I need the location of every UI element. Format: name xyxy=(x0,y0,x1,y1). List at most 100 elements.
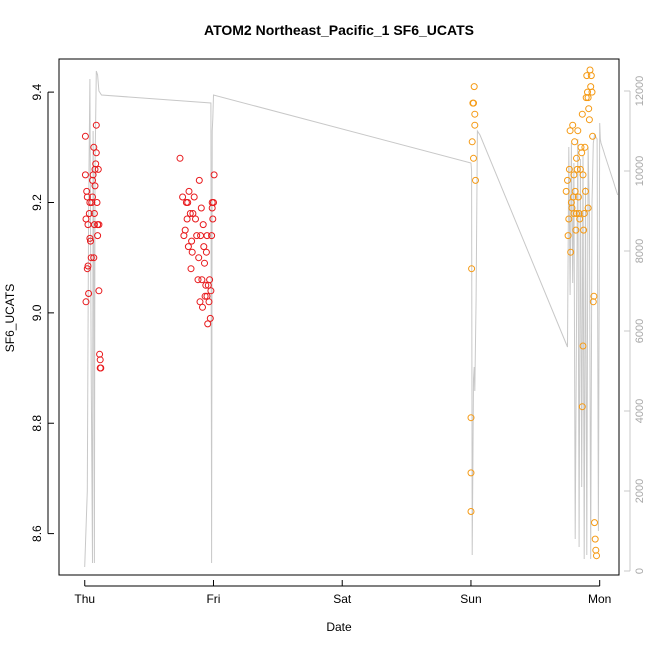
data-point-s0-49 xyxy=(188,237,196,245)
data-point-s1-28 xyxy=(573,165,581,173)
data-point-s1-63 xyxy=(584,204,592,212)
data-point-s0-24 xyxy=(91,182,99,190)
x-tick-label-3: Sun xyxy=(460,592,481,606)
data-point-s0-19 xyxy=(90,143,98,151)
data-point-s0-9 xyxy=(85,290,93,297)
data-point-s1-8 xyxy=(471,110,479,118)
data-point-s1-51 xyxy=(588,88,596,96)
x-tick-label-0: Thu xyxy=(74,592,95,606)
data-point-s0-14 xyxy=(87,254,95,262)
data-point-s0-4 xyxy=(83,193,91,201)
data-point-s1-43 xyxy=(583,72,591,80)
data-point-s1-9 xyxy=(471,121,479,129)
y2-tick-label-2: 4000 xyxy=(634,399,646,423)
x-tick-label-2: Sat xyxy=(333,592,352,606)
data-point-s0-7 xyxy=(84,262,92,270)
data-point-s0-22 xyxy=(90,210,98,217)
data-point-s1-54 xyxy=(590,292,598,300)
data-point-s1-50 xyxy=(587,72,595,80)
data-point-s0-51 xyxy=(189,210,197,217)
data-point-s1-1 xyxy=(467,469,475,477)
data-point-s0-54 xyxy=(193,232,201,240)
y2-tick-label-6: 12000 xyxy=(634,76,646,107)
data-point-s0-63 xyxy=(199,221,207,229)
data-point-s0-6 xyxy=(83,265,91,273)
data-point-s0-59 xyxy=(197,232,205,240)
data-point-s0-74 xyxy=(206,314,214,322)
data-point-s0-13 xyxy=(87,237,94,245)
data-point-s0-8 xyxy=(82,298,90,306)
data-point-s0-67 xyxy=(202,281,210,289)
data-point-s1-58 xyxy=(593,552,600,560)
data-point-s1-33 xyxy=(576,165,584,173)
data-point-s1-46 xyxy=(585,105,593,113)
data-point-s1-13 xyxy=(564,176,571,184)
data-point-s0-48 xyxy=(187,265,195,273)
data-point-s1-45 xyxy=(584,94,592,102)
data-point-s0-43 xyxy=(183,215,191,223)
data-point-s0-78 xyxy=(209,215,217,223)
data-point-s0-0 xyxy=(81,132,89,140)
y-tick-label-1: 8.8 xyxy=(30,415,44,432)
data-point-s0-32 xyxy=(95,221,103,229)
y2-tick-label-4: 8000 xyxy=(634,239,646,263)
data-point-s0-35 xyxy=(96,356,104,364)
data-point-s0-39 xyxy=(179,193,187,201)
data-point-s1-25 xyxy=(571,187,579,195)
data-point-s0-50 xyxy=(188,248,196,256)
data-point-s1-61 xyxy=(578,403,586,411)
data-point-s1-41 xyxy=(582,187,589,195)
plot-area: Thu Fri Sat Sun Mon 8.6 8.8 9.0 9.2 9.4 0 2000 4000 6… xyxy=(30,58,646,606)
data-point-s1-47 xyxy=(585,116,593,124)
data-point-s1-60 xyxy=(579,342,587,350)
data-point-s0-65 xyxy=(201,259,208,267)
data-point-s1-26 xyxy=(572,226,580,234)
data-point-s1-23 xyxy=(570,171,578,179)
data-point-s0-1 xyxy=(81,171,89,179)
y-tick-label-4: 9.4 xyxy=(30,83,44,100)
data-point-s1-3 xyxy=(468,265,476,273)
data-point-s1-24 xyxy=(571,138,579,146)
y-tick-label-2: 9.0 xyxy=(30,304,44,321)
data-point-s1-30 xyxy=(574,193,582,201)
data-point-s0-28 xyxy=(93,199,101,206)
data-point-s1-11 xyxy=(472,176,479,184)
data-point-s0-82 xyxy=(203,292,211,300)
data-point-s0-62 xyxy=(199,303,206,311)
data-point-s0-80 xyxy=(210,171,218,179)
data-point-s0-75 xyxy=(207,287,215,295)
y2-tick-label-1: 2000 xyxy=(634,479,646,503)
y-axis-label: SF6_UCATS xyxy=(3,284,17,352)
data-point-s1-48 xyxy=(586,66,594,74)
data-point-s0-58 xyxy=(196,298,204,306)
data-point-s0-46 xyxy=(185,187,193,195)
data-point-s0-16 xyxy=(89,193,96,201)
data-point-s0-60 xyxy=(197,204,205,212)
data-point-s1-56 xyxy=(591,535,599,543)
data-point-s1-52 xyxy=(589,132,597,140)
data-point-s0-26 xyxy=(92,149,100,157)
y-tick-label-0: 8.6 xyxy=(30,525,44,542)
chart-title: ATOM2 Northeast_Pacific_1 SF6_UCATS xyxy=(204,22,474,38)
data-point-s0-27 xyxy=(92,121,100,129)
data-point-s0-10 xyxy=(85,210,93,217)
data-point-s0-44 xyxy=(184,199,192,206)
data-point-s0-66 xyxy=(201,292,209,300)
data-point-s0-33 xyxy=(95,287,103,295)
data-point-s0-64 xyxy=(200,243,208,251)
data-point-s0-53 xyxy=(192,215,199,223)
data-point-s1-29 xyxy=(574,127,582,135)
data-point-s0-37 xyxy=(97,364,105,372)
altitude-line xyxy=(84,70,619,568)
data-point-s1-40 xyxy=(581,143,589,151)
data-point-s0-55 xyxy=(194,276,202,284)
data-point-s1-39 xyxy=(580,210,588,217)
data-point-s0-52 xyxy=(190,193,198,201)
data-point-s0-21 xyxy=(90,221,98,229)
data-point-s1-7 xyxy=(470,83,478,91)
data-point-s0-41 xyxy=(181,226,189,234)
data-point-s1-55 xyxy=(591,519,598,527)
data-point-s0-76 xyxy=(208,232,216,240)
data-point-s0-70 xyxy=(204,320,212,328)
